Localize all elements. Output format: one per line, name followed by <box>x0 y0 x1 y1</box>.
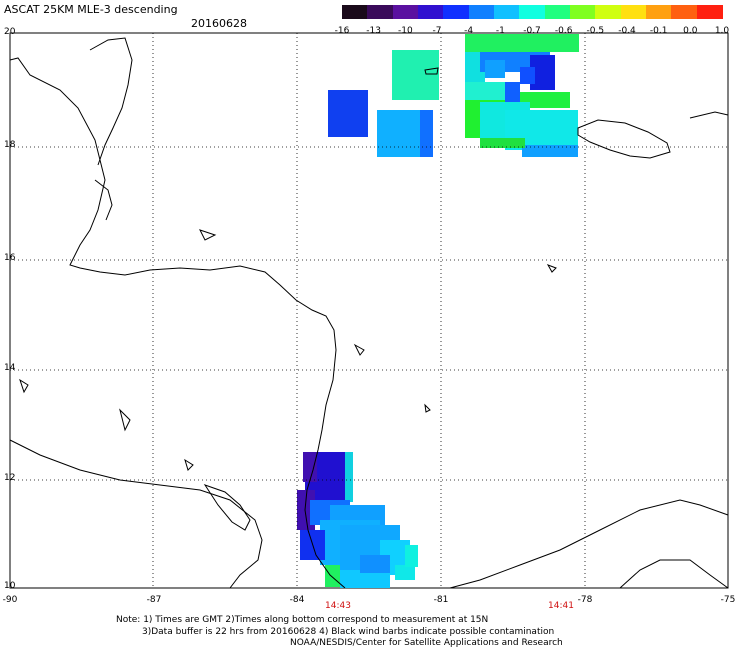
coastline <box>546 264 557 273</box>
coastline <box>353 343 365 356</box>
note-line-1: Note: 1) Times are GMT 2)Times along bot… <box>116 615 489 625</box>
colorbar-label: -1 <box>495 26 505 36</box>
coastline <box>577 119 671 159</box>
lon-label-78: -78 <box>577 595 593 605</box>
coastline <box>119 408 131 432</box>
coastline <box>199 229 217 241</box>
colorbar-segment <box>443 5 470 19</box>
coastline <box>184 458 194 471</box>
coastline <box>424 403 431 413</box>
wind-data-cell <box>405 545 418 567</box>
colorbar-segment <box>696 5 723 19</box>
colorbar-segment <box>392 5 419 19</box>
colorbar-segment <box>494 5 520 19</box>
colorbar-segment <box>418 5 444 19</box>
wind-data-cell <box>360 555 390 573</box>
colorbar-segment <box>570 5 596 19</box>
colorbar-segment <box>620 5 647 19</box>
wind-data-cell <box>325 565 340 587</box>
coastline <box>449 499 729 589</box>
colorbar-segment <box>519 5 546 19</box>
colorbar-label: -7 <box>432 26 442 36</box>
lat-label-20: 20 <box>4 27 16 37</box>
colorbar-segment <box>671 5 698 19</box>
lat-label-16: 16 <box>4 253 16 263</box>
map-frame <box>9 32 729 589</box>
colorbar-segment <box>468 5 495 19</box>
colorbar-label: -10 <box>397 26 413 36</box>
lon-label-87: -87 <box>146 595 162 605</box>
wind-data-cell <box>485 60 505 78</box>
wind-data-cell <box>420 110 433 157</box>
colorbar-label: 1.0 <box>714 26 730 36</box>
wind-data-cell <box>520 67 535 84</box>
lon-label-81: -81 <box>433 595 449 605</box>
time-label-east: 14:41 <box>548 601 574 611</box>
note-line-3: NOAA/NESDIS/Center for Satellite Applica… <box>290 638 563 648</box>
product-date: 20160628 <box>191 17 247 30</box>
wind-data-cell <box>395 565 415 580</box>
wind-data-cell <box>520 92 570 108</box>
lon-label-75: -75 <box>720 595 736 605</box>
wind-data-cell <box>328 90 368 137</box>
colorbar-label: -0.5 <box>586 26 605 36</box>
coastline <box>619 559 729 589</box>
coastline <box>424 67 439 75</box>
coastline <box>89 37 133 166</box>
product-title: ASCAT 25KM MLE-3 descending <box>4 3 178 16</box>
lon-label-90: -90 <box>2 595 18 605</box>
lat-label-12: 12 <box>4 473 16 483</box>
wind-data-cell <box>340 570 390 588</box>
wind-data-cell <box>392 50 439 100</box>
coastline <box>19 378 29 394</box>
wind-data-cell <box>303 452 317 482</box>
colorbar-label: -0.6 <box>554 26 573 36</box>
colorbar-segment <box>595 5 622 19</box>
time-label-west: 14:43 <box>325 601 351 611</box>
wind-data-cell <box>465 82 513 102</box>
wind-data-cell <box>480 138 525 148</box>
lat-label-18: 18 <box>4 140 16 150</box>
wind-data-cell <box>345 452 353 502</box>
colorbar-segment <box>342 5 368 19</box>
colorbar-segment <box>544 5 571 19</box>
colorbar-segment <box>646 5 672 19</box>
lon-label-84: -84 <box>289 595 305 605</box>
wind-data-cell <box>505 82 520 104</box>
colorbar-label: -0.7 <box>523 26 541 36</box>
lat-label-14: 14 <box>4 363 16 373</box>
colorbar-label: 0.0 <box>683 26 698 36</box>
colorbar-label: -4 <box>464 26 474 36</box>
wind-data-cell <box>522 145 578 157</box>
colorbar-label: -13 <box>366 26 382 36</box>
colorbar-label: -16 <box>334 26 350 36</box>
colorbar-segment <box>367 5 394 19</box>
note-line-2: 3)Data buffer is 22 hrs from 20160628 4)… <box>142 627 555 637</box>
colorbar-label: -0.4 <box>618 26 636 36</box>
lat-label-10: 10 <box>4 581 16 591</box>
coastline <box>203 484 251 531</box>
coastline <box>94 179 113 221</box>
wind-data-cell <box>465 34 579 52</box>
coastline <box>9 439 263 589</box>
colorbar-label: -0.1 <box>649 26 668 36</box>
coastline <box>689 111 729 119</box>
coastline <box>9 57 346 589</box>
